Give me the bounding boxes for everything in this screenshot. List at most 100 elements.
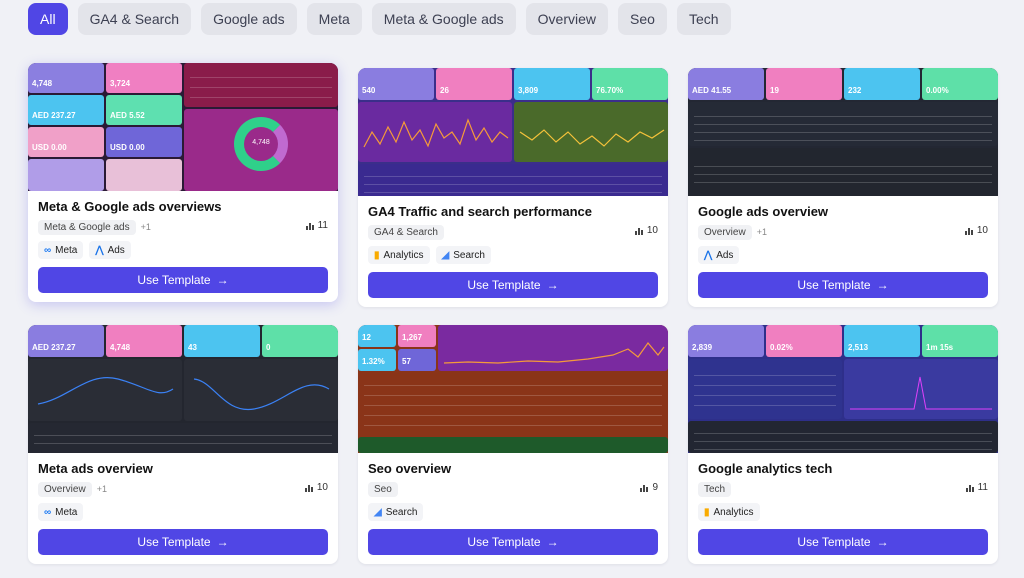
kpi-value: 57 [402, 357, 411, 366]
line-chart [519, 129, 665, 147]
pill-ads: ⋀ Ads [698, 246, 740, 264]
meta-icon: ∞ [44, 506, 52, 518]
template-card[interactable]: AED 237.27 4,748 43 0 Meta ads overview … [28, 325, 338, 564]
pill-analytics: ▮ Analytics [698, 503, 760, 521]
arrow-right-icon: → [546, 535, 559, 549]
arrow-right-icon: → [876, 278, 889, 292]
template-card[interactable]: AED 41.55 19 232 0.00% Google ads overvi… [688, 68, 998, 307]
kpi-value: 0 [266, 343, 271, 352]
button-label: Use Template [797, 535, 871, 549]
template-card[interactable]: 540 26 3,809 76.70% GA4 Traffic and sear… [358, 68, 668, 307]
kpi-value: USD 0.00 [32, 143, 67, 152]
filter-overview[interactable]: Overview [525, 3, 609, 35]
category-tag: Tech [698, 481, 732, 497]
kpi-value: 4,748 [110, 343, 131, 352]
use-template-button[interactable]: Use Template → [38, 529, 328, 555]
use-template-button[interactable]: Use Template → [698, 272, 988, 298]
kpi-value: 0.02% [770, 343, 793, 352]
bar-chart-icon [634, 227, 643, 235]
template-card[interactable]: 12 1,267 1.32% 57 Seo overview Seo 9 ◢ Se… [358, 325, 668, 564]
line-chart [443, 342, 665, 364]
template-preview: 12 1,267 1.32% 57 [358, 325, 668, 453]
category-tag: Seo [368, 481, 398, 497]
template-preview: AED 237.27 4,748 43 0 [28, 325, 338, 453]
pill-analytics: ▮ Analytics [368, 246, 430, 264]
template-preview: 2,839 0.02% 2,513 1m 15s [688, 325, 998, 453]
kpi-value: 0.00% [926, 86, 949, 95]
bar-chart-icon [304, 484, 313, 492]
kpi-value: AED 237.27 [32, 343, 76, 352]
arrow-right-icon: → [216, 273, 229, 287]
kpi-value: 4,748 [32, 79, 53, 88]
line-chart [37, 377, 174, 405]
category-tag: Overview [698, 224, 752, 240]
arrow-right-icon: → [876, 535, 889, 549]
pill-label: Analytics [713, 506, 754, 518]
kpi-value: 540 [362, 86, 376, 95]
bar-chart-icon [640, 484, 649, 492]
pill-meta: ∞ Meta [38, 503, 84, 521]
template-card[interactable]: 2,839 0.02% 2,513 1m 15s Google analytic… [688, 325, 998, 564]
bar-chart-icon [305, 222, 314, 230]
kpi-value: 19 [770, 86, 779, 95]
use-template-button[interactable]: Use Template → [368, 272, 658, 298]
kpi-value: 26 [440, 86, 449, 95]
pill-ads: ⋀ Ads [89, 241, 131, 259]
usage-count: 11 [305, 220, 328, 231]
kpi-value: 1,267 [402, 333, 423, 342]
template-title: Meta ads overview [38, 461, 153, 476]
filter-google-ads[interactable]: Google ads [201, 3, 297, 35]
pill-label: Analytics [383, 249, 424, 261]
kpi-value: 1m 15s [926, 343, 954, 352]
google-ads-icon: ⋀ [704, 249, 713, 261]
category-tag: Overview [38, 481, 92, 497]
search-console-icon: ◢ [441, 249, 450, 261]
donut-chart [234, 117, 288, 171]
template-title: Seo overview [368, 461, 452, 476]
usage-count-value: 11 [977, 482, 988, 493]
pill-label: Ads [716, 249, 734, 261]
kpi-value: 1.32% [362, 357, 385, 366]
arrow-right-icon: → [216, 535, 229, 549]
filter-all[interactable]: All [28, 3, 68, 35]
line-chart [193, 378, 330, 411]
template-title: Meta & Google ads overviews [38, 199, 222, 214]
more-tags-count: +1 [140, 222, 151, 232]
kpi-value: USD 0.00 [110, 143, 145, 152]
button-label: Use Template [797, 278, 871, 292]
pill-meta: ∞ Meta [38, 241, 84, 259]
usage-count: 10 [964, 225, 988, 236]
usage-count-value: 10 [316, 482, 328, 493]
template-title: Google ads overview [698, 204, 829, 219]
usage-count-value: 10 [646, 225, 658, 236]
google-ads-icon: ⋀ [95, 244, 104, 256]
filter-ga4-search[interactable]: GA4 & Search [77, 3, 192, 35]
button-label: Use Template [137, 535, 211, 549]
usage-count-value: 9 [652, 482, 658, 493]
button-label: Use Template [467, 535, 541, 549]
kpi-value: AED 41.55 [692, 86, 732, 95]
meta-icon: ∞ [44, 244, 52, 256]
category-tag: Meta & Google ads [38, 219, 136, 235]
template-title: Google analytics tech [698, 461, 833, 476]
search-console-icon: ◢ [374, 506, 382, 518]
pill-label: Search [453, 249, 485, 261]
pill-label: Meta [55, 506, 78, 518]
template-preview: 4,748 3,724 AED 237.27 AED 5.52 USD 0.00… [28, 63, 338, 191]
use-template-button[interactable]: Use Template → [698, 529, 988, 555]
kpi-value: 76.70% [596, 86, 624, 95]
filter-seo[interactable]: Seo [618, 3, 667, 35]
pill-search: ◢ Search [435, 246, 491, 264]
arrow-right-icon: → [546, 278, 559, 292]
use-template-button[interactable]: Use Template → [368, 529, 658, 555]
use-template-button[interactable]: Use Template → [38, 267, 328, 293]
kpi-value: AED 5.52 [110, 111, 145, 120]
template-card[interactable]: 4,748 3,724 AED 237.27 AED 5.52 USD 0.00… [28, 63, 338, 302]
usage-count: 9 [639, 482, 658, 493]
filter-tech[interactable]: Tech [676, 3, 731, 35]
filter-bar: All GA4 & Search Google ads Meta Meta & … [28, 3, 731, 35]
template-preview: AED 41.55 19 232 0.00% [688, 68, 998, 196]
filter-meta[interactable]: Meta [306, 3, 362, 35]
filter-meta-google-ads[interactable]: Meta & Google ads [371, 3, 516, 35]
kpi-value: 3,809 [518, 86, 539, 95]
